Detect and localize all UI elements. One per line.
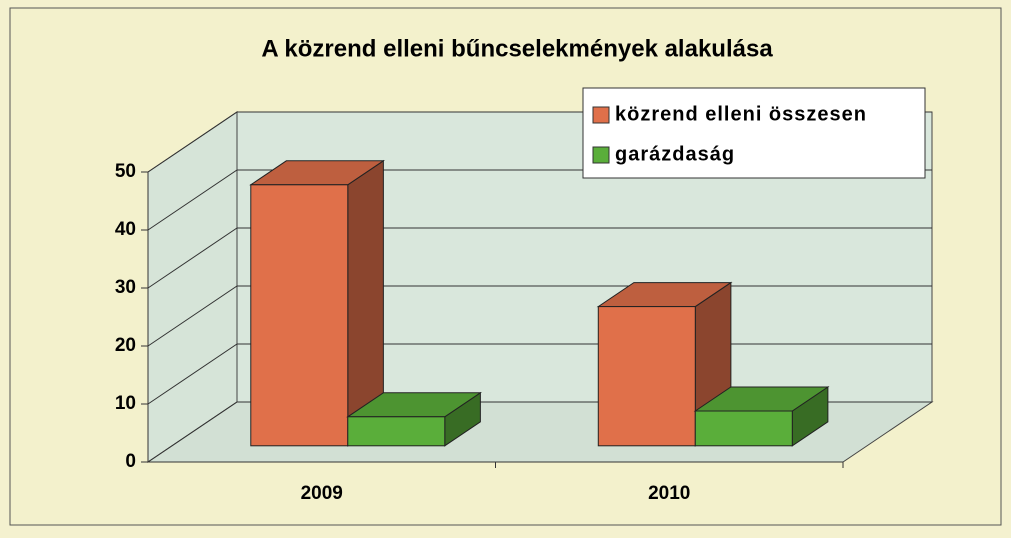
- legend-swatch: [592, 106, 610, 124]
- y-tick-label: 40: [115, 219, 136, 240]
- legend-label: garázdaság: [615, 143, 735, 165]
- bar: [249, 159, 386, 447]
- bar: [693, 386, 830, 447]
- bar-front: [250, 184, 349, 447]
- legend-box: [582, 87, 926, 179]
- legend-label: közrend elleni összesen: [615, 103, 867, 125]
- legend: közrend elleni összesen garázdaság: [582, 87, 926, 179]
- grid-line: [147, 227, 932, 289]
- y-tick-label: 20: [115, 335, 136, 356]
- x-tick-label: 2009: [301, 483, 343, 504]
- bar-front: [694, 410, 793, 447]
- y-tick-label: 10: [115, 393, 136, 414]
- y-tick-label: 0: [125, 451, 136, 472]
- bar-front: [347, 416, 446, 447]
- y-tick-label: 50: [115, 161, 136, 182]
- bar-front: [597, 306, 696, 447]
- bar: [346, 391, 483, 447]
- y-tick-label: 30: [115, 277, 136, 298]
- legend-swatch: [592, 146, 610, 164]
- chart-title: A közrend elleni bűncselekmények alakulá…: [261, 35, 773, 62]
- plot: 0 10 20 30 40 50 2009 2010: [115, 111, 932, 504]
- x-tick-label: 2010: [648, 483, 690, 504]
- left-wall: [147, 111, 238, 463]
